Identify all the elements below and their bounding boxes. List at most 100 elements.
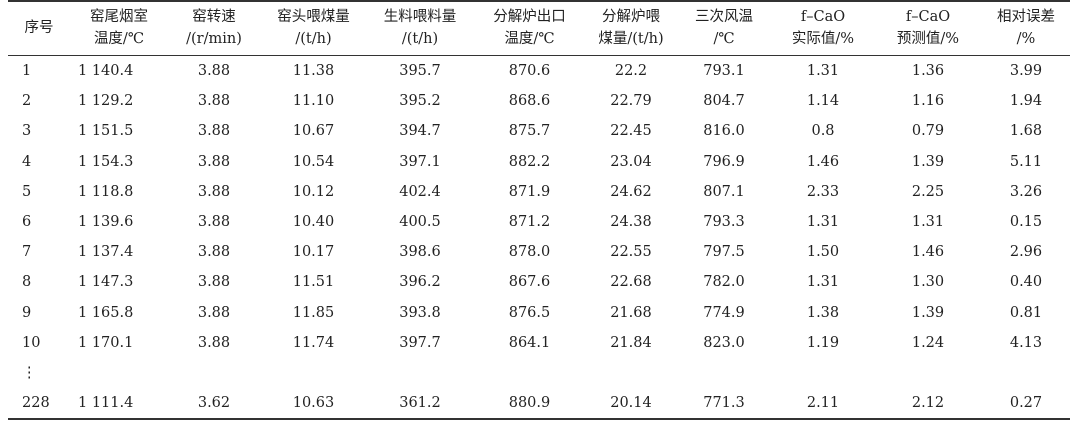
data-table: 序号 窑尾烟室 温度/℃ 窑转速/(r/min) 窑头喂煤量/(t/h) 生料喂料量/(t… [8,0,1070,420]
table-row: 5 1 118.8 3.88 10.12 402.4 871.9 24.62 807.1 2.3… [8,177,1070,207]
table-cell: 10.67 [292,123,335,140]
table-cell: 22.45 [610,123,652,140]
table-cell: 2 [22,93,32,110]
table-cell: 3.88 [197,93,231,110]
table-cell: 0.15 [1009,214,1043,231]
table-header: 序号 窑尾烟室 温度/℃ 窑转速/(r/min) 窑头喂煤量/(t/h) 生料喂料量/(t… [8,1,1070,56]
table-cell: 864.1 [508,334,551,351]
column-header-line1: 相对误差 [997,9,1055,25]
column-header-line2: 实际值/% [791,31,855,47]
table-cell: 870.6 [508,63,551,80]
column-header: 生料喂料量 /(t/h) [367,1,473,56]
table-cell: 20.14 [610,395,652,412]
table-cell: 2.96 [1009,244,1043,261]
table-cell: 400.5 [399,214,441,231]
table-cell: 3.62 [197,395,231,412]
table-cell: 2.11 [806,395,840,412]
table-cell [70,358,168,388]
table-cell: 1.46 [911,244,945,261]
table-cell: 1.46 [806,153,840,170]
table-cell: 11.74 [292,334,335,351]
table-cell: 11.51 [292,274,335,291]
table-cell: 1.94 [1009,93,1043,110]
table-cell: 21.68 [610,304,652,321]
table-cell: 1 170.1 [78,334,134,351]
table-cell: 1.31 [806,274,840,291]
table-cell: ⋮ [22,364,37,381]
column-header-line2: 温度/℃ [93,31,145,47]
table-cell: 0.79 [911,123,945,140]
table-cell: 2.25 [911,183,945,200]
table-cell: 24.38 [610,214,652,231]
column-header-line2: /(t/h) [401,31,439,47]
column-header-line1: f–CaO [905,9,951,25]
table-cell: 3 [22,123,32,140]
table-cell: 1.38 [806,304,840,321]
column-header-line1: 窑转速 [192,9,236,25]
table-cell: 397.1 [399,153,441,170]
table-cell: 8 [22,274,32,291]
table-cell: 3.88 [197,274,231,291]
table-cell: 394.7 [399,123,441,140]
table-cell: 395.2 [399,93,441,110]
table-cell: 871.9 [508,183,551,200]
table-row: ⋮ [8,358,1070,388]
table-cell: 793.1 [703,63,745,80]
table-cell: 804.7 [703,93,745,110]
table-cell: 878.0 [508,244,551,261]
table-cell: 1.24 [911,334,945,351]
table-cell: 22.68 [610,274,652,291]
table-cell: 0.27 [1009,395,1043,412]
table-cell: 1 154.3 [78,153,134,170]
table-body: 1 1 140.4 3.88 11.38 395.7 870.6 22.2 793.1 1.31… [8,56,1070,420]
table-cell [874,358,982,388]
table-cell: 3.88 [197,153,231,170]
table-cell: 782.0 [703,274,745,291]
table-cell: 10.54 [292,153,335,170]
table-row: 6 1 139.6 3.88 10.40 400.5 871.2 24.38 793.3 1.3… [8,207,1070,237]
table-cell: 1.14 [806,93,840,110]
table-cell: 3.88 [197,334,231,351]
table-cell: 1.39 [911,304,945,321]
table-cell [982,358,1070,388]
table-row: 1 1 140.4 3.88 11.38 395.7 870.6 22.2 793.1 1.31… [8,56,1070,87]
column-header-line1: 序号 [24,20,54,36]
table-cell: 793.3 [703,214,745,231]
column-header-line1: 生料喂料量 [383,9,457,25]
table-cell: 21.84 [610,334,652,351]
column-header-line2: /(r/min) [186,31,242,47]
table-cell: 1 118.8 [78,183,134,200]
column-header: 窑头喂煤量 /(t/h) [260,1,367,56]
table-cell: 0.81 [1009,304,1043,321]
table-cell: 1 111.4 [78,395,134,412]
column-header: 分解炉出口 温度/℃ [473,1,586,56]
table-cell: 395.7 [399,63,441,80]
table-cell: 1 137.4 [78,244,134,261]
table-cell: 5.11 [1009,153,1043,170]
table-cell: 1.19 [806,334,840,351]
table-cell [260,358,367,388]
column-header: 三次风温 /℃ [676,1,772,56]
table-cell: 875.7 [508,123,551,140]
column-header-line2: /℃ [713,31,735,47]
table-row: 4 1 154.3 3.88 10.54 397.1 882.2 23.04 796.9 1.4… [8,147,1070,177]
table-cell: 1.39 [911,153,945,170]
table-cell: 796.9 [703,153,745,170]
table-cell: 882.2 [508,153,551,170]
table-cell: 2.12 [911,395,945,412]
table-cell: 23.04 [610,153,652,170]
table-cell: 10.12 [292,183,335,200]
table-cell: 10.40 [292,214,335,231]
table-cell: 816.0 [703,123,745,140]
table-cell: 22.55 [610,244,652,261]
column-header-line1: 分解炉喂 [602,9,660,25]
table-cell: 774.9 [703,304,745,321]
table-cell: 10 [22,334,41,351]
table-cell: 1 139.6 [78,214,134,231]
table-cell: 1.31 [911,214,945,231]
data-table-container: 序号 窑尾烟室 温度/℃ 窑转速/(r/min) 窑头喂煤量/(t/h) 生料喂料量/(t… [8,0,1070,420]
table-cell: 823.0 [703,334,745,351]
table-row: 2 1 129.2 3.88 11.10 395.2 868.6 22.79 804.7 1.1… [8,86,1070,116]
table-cell: 3.88 [197,183,231,200]
column-header-line2: 煤量/(t/h) [598,31,664,47]
